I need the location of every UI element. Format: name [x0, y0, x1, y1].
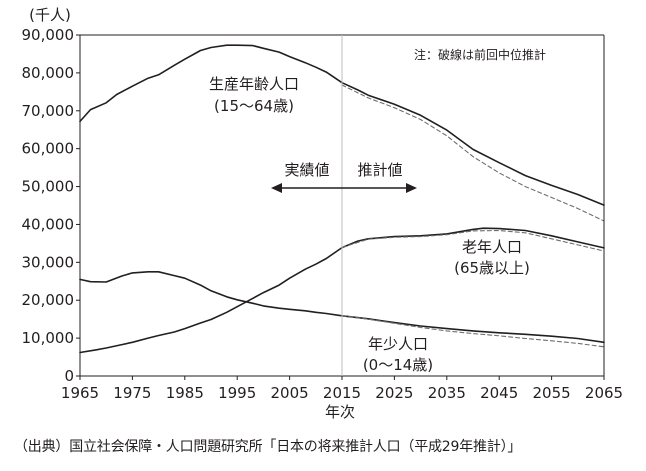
x-axis-label: 年次: [325, 403, 355, 421]
note-text: 注：破線は前回中位推計: [414, 47, 546, 62]
x-tick-label: 1975: [113, 384, 151, 402]
series-line-1: [341, 84, 605, 222]
x-tick-label: 2005: [271, 384, 309, 402]
series-line-4: [79, 271, 605, 344]
label-elderly-range: (65歳以上): [454, 259, 530, 277]
y-axis-ticks: 0 10,000 20,000 30,000 40,000 50,000 60,000 70,…: [22, 26, 80, 385]
y-tick-label: 0: [64, 367, 74, 385]
label-projection: 推計値: [357, 161, 402, 179]
series-line-0: [79, 44, 605, 206]
label-actual: 実績値: [284, 161, 329, 179]
y-tick-label: 10,000: [22, 329, 75, 347]
label-working-age-range: (15～64歳): [214, 97, 294, 115]
y-tick-label: 20,000: [22, 291, 75, 309]
x-tick-label: 1995: [218, 384, 256, 402]
x-tick-label: 1985: [166, 384, 204, 402]
y-tick-label: 40,000: [22, 215, 75, 233]
source-citation: （出典）国立社会保障・人口問題研究所「日本の将来推計人口（平成29年推計）」: [14, 439, 522, 455]
y-tick-label: 70,000: [22, 102, 75, 120]
label-youth: 年少人口: [368, 335, 428, 353]
series-line-3: [341, 229, 605, 252]
series-line-5: [341, 315, 605, 348]
x-tick-label: 2065: [585, 384, 623, 402]
x-tick-label: 2035: [428, 384, 466, 402]
period-arrow: [271, 183, 417, 193]
x-tick-label: 2055: [533, 384, 571, 402]
population-chart: 0 10,000 20,000 30,000 40,000 50,000 60,000 70,…: [22, 6, 624, 421]
y-tick-label: 30,000: [22, 253, 75, 271]
x-tick-label: 1965: [61, 384, 99, 402]
y-unit-label: (千人): [29, 6, 71, 24]
x-tick-label: 2045: [480, 384, 518, 402]
y-tick-label: 60,000: [22, 140, 75, 158]
label-working-age: 生産年齢人口: [209, 75, 299, 93]
y-tick-label: 90,000: [22, 26, 75, 44]
label-elderly: 老年人口: [462, 238, 522, 256]
y-tick-label: 80,000: [22, 64, 75, 82]
series-line-2: [79, 227, 605, 354]
x-tick-label: 2015: [323, 384, 361, 402]
label-youth-range: (0～14歳): [363, 356, 433, 374]
x-tick-label: 2025: [375, 384, 413, 402]
y-tick-label: 50,000: [22, 178, 75, 196]
series-lines: [79, 44, 605, 354]
x-axis-ticks: 1965 1975 1985 1995 2005 2015 2025 2035 2045 2055…: [61, 376, 623, 402]
